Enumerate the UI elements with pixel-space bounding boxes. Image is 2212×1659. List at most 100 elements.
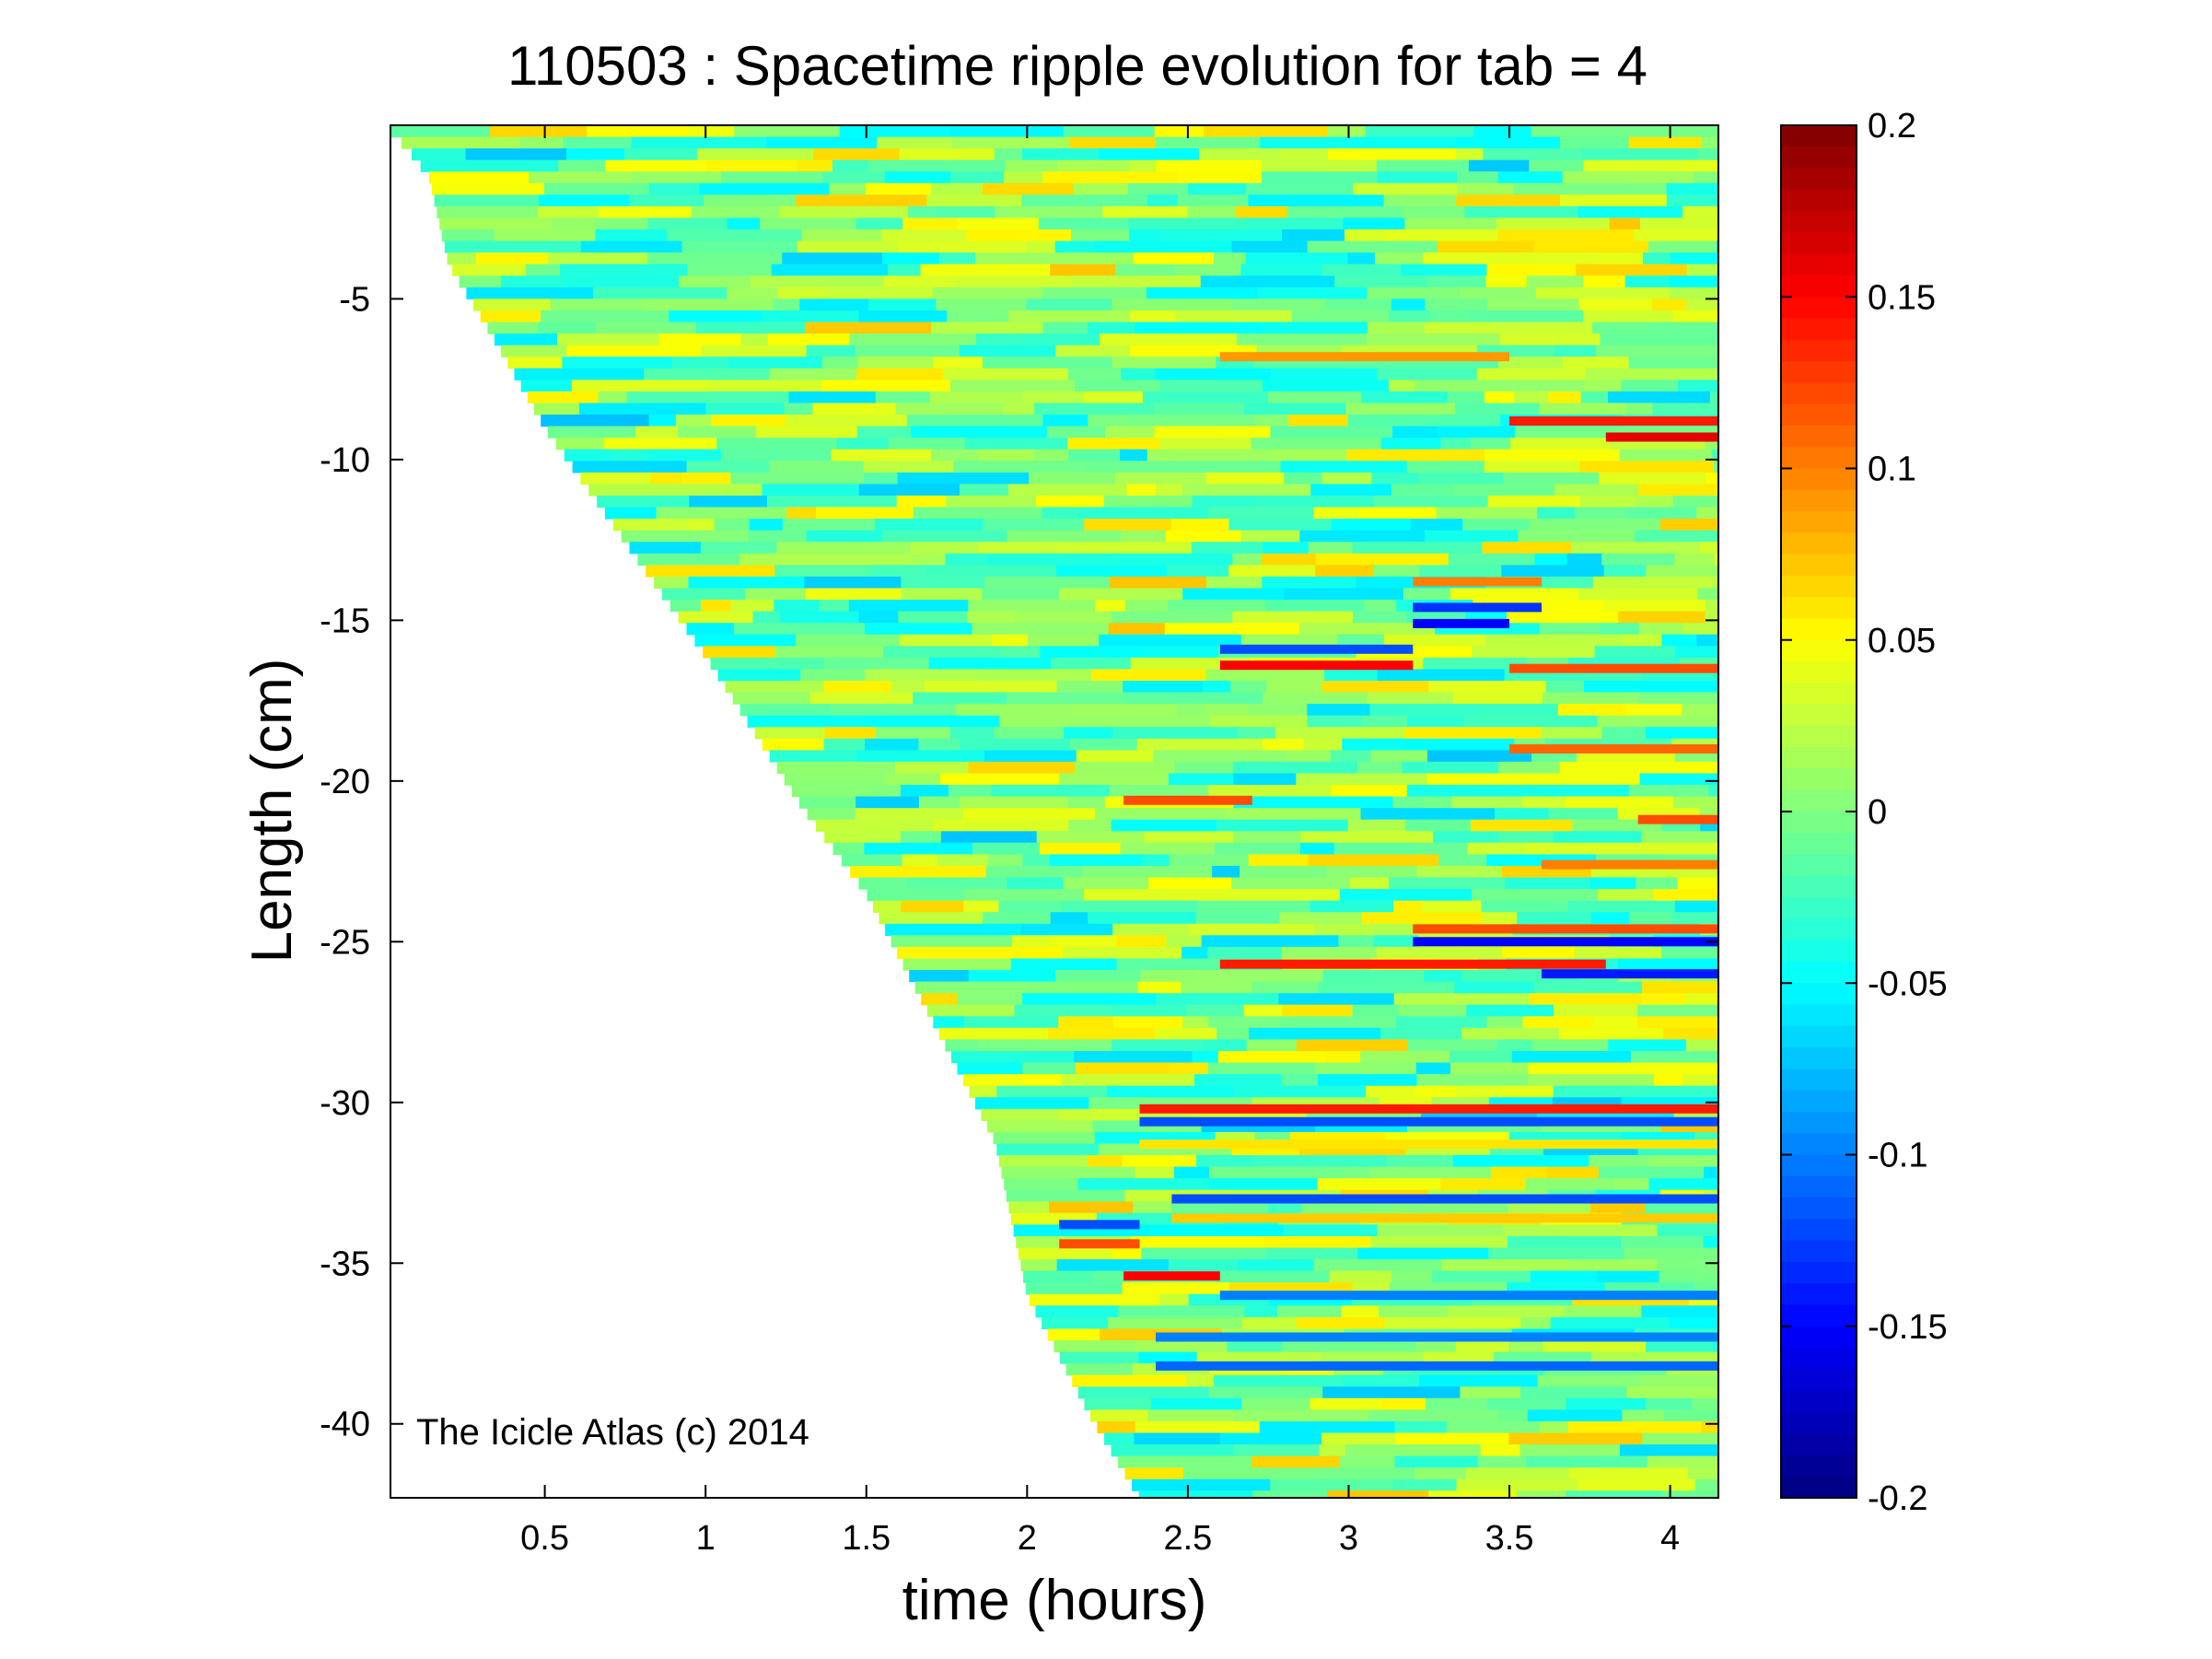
heatmap-cell — [1102, 205, 1189, 219]
heatmap-cell — [1111, 1444, 1235, 1457]
heatmap-cell — [705, 403, 785, 415]
heatmap-cell — [1099, 634, 1170, 647]
heatmap-cell — [913, 507, 1042, 520]
colorbar-tick-label: -0.2 — [1868, 1479, 1927, 1518]
heatmap-cell — [769, 368, 857, 380]
heatmap-cell — [1116, 958, 1236, 971]
heatmap-cell — [1669, 1316, 1718, 1330]
heatmap-cell — [933, 819, 1069, 832]
heatmap-cell — [1196, 1155, 1253, 1168]
heatmap-cell — [901, 588, 983, 601]
heatmap-cell — [1020, 923, 1113, 936]
heatmap-cell — [1642, 252, 1671, 265]
heatmap-cell — [1147, 194, 1179, 207]
heatmap-cell — [1368, 1409, 1498, 1422]
heatmap-cell — [1392, 1478, 1458, 1491]
heatmap-cell — [1597, 1270, 1660, 1283]
heatmap-cell — [1192, 496, 1256, 508]
heatmap-cell — [885, 923, 1022, 936]
colorbar-tick-label: -0.15 — [1868, 1308, 1948, 1347]
heatmap-cell — [1315, 565, 1374, 578]
heatmap-cell — [1455, 403, 1541, 415]
heatmap-cell — [595, 229, 668, 242]
heatmap-cell — [1177, 704, 1205, 717]
heatmap-cell — [1456, 1478, 1578, 1491]
heatmap-cell — [1714, 461, 1718, 473]
heatmap-cell — [648, 182, 700, 195]
heatmap-cell — [1233, 831, 1301, 844]
heatmap-cell — [1100, 333, 1238, 346]
heatmap-cell — [1503, 472, 1600, 485]
heatmap-cell — [1553, 1085, 1641, 1098]
heatmap-cell — [1237, 1259, 1315, 1272]
heatmap-cell — [1525, 1178, 1614, 1191]
heatmap-cell — [1706, 472, 1718, 485]
heatmap-cell — [1144, 831, 1234, 844]
heatmap-cell — [1324, 669, 1379, 682]
heatmap-cell — [563, 136, 632, 149]
heatmap-cell — [791, 785, 869, 798]
heatmap-cell — [1484, 449, 1621, 461]
heatmap-cell — [1501, 565, 1605, 578]
heatmap-cell — [437, 205, 539, 219]
heatmap-cell — [1366, 125, 1474, 138]
heatmap-cell — [1042, 507, 1081, 520]
heatmap-cell — [796, 634, 901, 647]
heatmap-cell — [1373, 935, 1419, 948]
heatmap-cell — [995, 205, 1104, 219]
heatmap-cell — [1338, 935, 1374, 948]
heatmap-cell — [1071, 704, 1178, 717]
heatmap-cell — [856, 217, 903, 230]
heatmap-cell — [1380, 438, 1441, 450]
heatmap-cell — [1653, 1074, 1684, 1087]
heatmap-cell — [1034, 449, 1069, 461]
heatmap-cell — [1361, 715, 1408, 728]
heatmap-cell — [1240, 263, 1322, 276]
heatmap-cell — [1479, 704, 1559, 717]
heatmap-cell — [1466, 1467, 1570, 1480]
heatmap-cell — [1050, 657, 1132, 671]
colorbar-step — [1781, 361, 1857, 383]
heatmap-cell — [1112, 1039, 1205, 1052]
heatmap-cell — [1187, 182, 1247, 195]
heatmap-cell — [1160, 889, 1214, 902]
heatmap-cell — [1618, 958, 1718, 971]
colorbar-step — [1781, 232, 1857, 255]
heatmap-cell — [1529, 519, 1661, 532]
heatmap-cell — [560, 263, 688, 276]
heatmap-cell — [1384, 1316, 1521, 1330]
heatmap-cell — [1646, 727, 1718, 740]
heatmap-cell — [1310, 1397, 1382, 1410]
y-tick-label: -30 — [320, 1084, 370, 1123]
ripple-band — [1605, 432, 1718, 442]
heatmap-cell — [1597, 715, 1718, 728]
heatmap-cell — [960, 738, 1071, 751]
heatmap-cell — [1208, 1016, 1282, 1029]
heatmap-cell — [648, 449, 722, 461]
heatmap-cell — [785, 415, 908, 427]
heatmap-cell — [953, 461, 1086, 473]
heatmap-cell — [1307, 715, 1363, 728]
heatmap-cell — [918, 738, 960, 751]
heatmap-cell — [1004, 171, 1043, 184]
heatmap-cell — [1063, 125, 1156, 138]
heatmap-cell — [1140, 970, 1197, 983]
heatmap-cell — [1682, 159, 1718, 172]
heatmap-cell — [1063, 877, 1149, 890]
heatmap-cell — [910, 553, 947, 566]
heatmap-cell — [1174, 461, 1282, 473]
y-tick-label: -35 — [320, 1244, 370, 1283]
heatmap-cell — [1392, 426, 1438, 438]
heatmap-cell — [1168, 773, 1234, 786]
heatmap-cell — [1209, 1166, 1345, 1179]
ripple-band — [1509, 416, 1718, 426]
heatmap-cell — [1638, 484, 1718, 497]
colorbar-step — [1781, 704, 1857, 727]
heatmap-cell — [1370, 1236, 1508, 1249]
heatmap-cell — [1166, 565, 1229, 578]
colorbar-step — [1781, 1369, 1857, 1392]
heatmap-cell — [865, 623, 973, 636]
heatmap-cell — [1389, 877, 1506, 890]
heatmap-cell — [1132, 1478, 1271, 1491]
heatmap-cell — [1639, 1374, 1718, 1387]
